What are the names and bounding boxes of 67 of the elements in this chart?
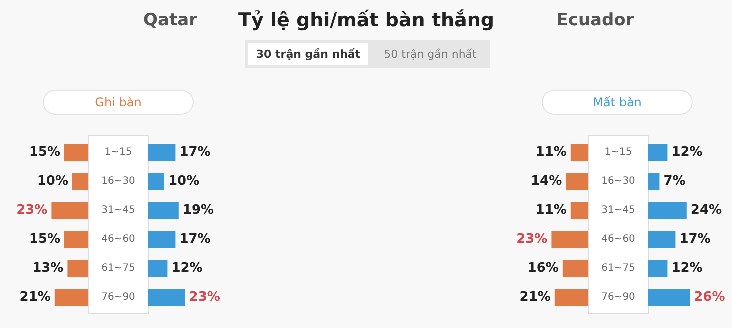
data-label: 19% xyxy=(182,203,214,218)
bar xyxy=(566,173,588,190)
data-label: 10% xyxy=(168,174,200,189)
data-label: 12% xyxy=(172,261,203,276)
text: Qatar xyxy=(144,10,198,30)
data-label: 17% xyxy=(180,232,211,247)
bar xyxy=(570,144,588,161)
bar xyxy=(52,202,88,219)
bar xyxy=(64,144,88,161)
data-label: 12% xyxy=(672,261,703,276)
bar xyxy=(648,144,668,161)
data-label: 11% xyxy=(536,145,567,160)
data-label: 21% xyxy=(20,290,51,305)
bar xyxy=(68,260,88,277)
y-tick-label: 1~15 xyxy=(104,147,132,158)
data-label: 24% xyxy=(690,203,722,218)
text: Ghi bàn xyxy=(95,96,142,110)
data-label: 23% xyxy=(516,232,548,247)
bar xyxy=(648,260,668,277)
y-tick-label: 46~60 xyxy=(602,234,636,245)
bar xyxy=(148,231,176,248)
bar xyxy=(72,173,88,190)
data-label: 23% xyxy=(16,203,48,218)
bar xyxy=(648,173,660,190)
y-tick-label: 46~60 xyxy=(102,234,136,245)
data-label: 17% xyxy=(180,145,211,160)
y-tick-label: 76~90 xyxy=(102,292,136,303)
data-label: 11% xyxy=(536,203,567,218)
text: Tỷ lệ ghi/mất bàn thắng xyxy=(238,10,495,32)
bar xyxy=(148,202,179,219)
bar xyxy=(148,144,176,161)
data-label: 15% xyxy=(29,145,61,160)
data-label: 16% xyxy=(528,261,559,276)
y-tick-label: 16~30 xyxy=(602,176,636,187)
bar xyxy=(64,231,88,248)
y-tick-label: 1~15 xyxy=(604,147,632,158)
y-tick-label: 61~75 xyxy=(102,263,136,274)
y-tick-label: 16~30 xyxy=(102,176,136,187)
data-label: 23% xyxy=(189,290,220,305)
text: 30 trận gần nhất xyxy=(256,48,361,61)
data-label: 17% xyxy=(680,232,711,247)
bar xyxy=(562,260,588,277)
bar xyxy=(54,289,88,306)
bar xyxy=(648,289,690,306)
y-tick-label: 76~90 xyxy=(602,292,636,303)
bar xyxy=(648,231,676,248)
bar xyxy=(554,289,588,306)
data-label: 15% xyxy=(29,232,61,247)
bar xyxy=(148,289,186,306)
y-tick-label: 31~45 xyxy=(102,205,136,216)
data-label: 7% xyxy=(664,174,686,189)
bar xyxy=(552,231,588,248)
data-label: 26% xyxy=(694,290,726,305)
data-label: 14% xyxy=(530,174,562,189)
bar xyxy=(148,260,168,277)
y-tick-label: 31~45 xyxy=(602,205,636,216)
bar xyxy=(570,202,588,219)
data-label: 21% xyxy=(520,290,551,305)
data-label: 12% xyxy=(672,145,703,160)
text: Ecuador xyxy=(556,10,635,30)
text: Mất bàn xyxy=(593,96,642,110)
data-label: 10% xyxy=(37,174,69,189)
bar xyxy=(148,173,164,190)
text: 50 trận gần nhất xyxy=(384,48,478,61)
data-label: 13% xyxy=(32,261,64,276)
y-tick-label: 61~75 xyxy=(602,263,636,274)
bar xyxy=(648,202,687,219)
